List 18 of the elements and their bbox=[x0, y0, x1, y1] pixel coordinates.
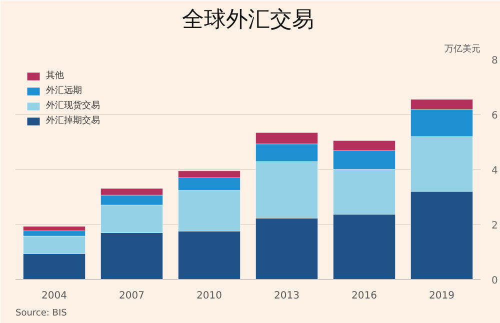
x-tick-label: 2004 bbox=[42, 290, 67, 302]
x-tick-label: 2019 bbox=[429, 290, 454, 302]
x-tick-label: 2016 bbox=[352, 290, 377, 302]
chart-title: 全球外汇交易 bbox=[182, 8, 314, 32]
legend-label: 外汇现货交易 bbox=[46, 100, 100, 112]
y-tick-label: 6 bbox=[492, 110, 498, 122]
x-tick-label: 2013 bbox=[274, 290, 300, 302]
x-tick-label: 2007 bbox=[119, 290, 144, 302]
source-note: Source: BIS bbox=[16, 308, 68, 318]
legend-label: 其他 bbox=[46, 70, 65, 82]
y-axis-title: 万亿美元 bbox=[444, 44, 480, 54]
y-tick-label: 2 bbox=[492, 220, 498, 232]
x-tick-label: 2010 bbox=[196, 290, 222, 302]
y-tick-label: 0 bbox=[492, 276, 498, 286]
legend-label: 外汇掉期交易 bbox=[46, 114, 100, 127]
legend-label: 外汇远期 bbox=[46, 84, 82, 97]
y-tick-label: 4 bbox=[492, 166, 498, 176]
y-tick-label: 8 bbox=[492, 56, 498, 66]
